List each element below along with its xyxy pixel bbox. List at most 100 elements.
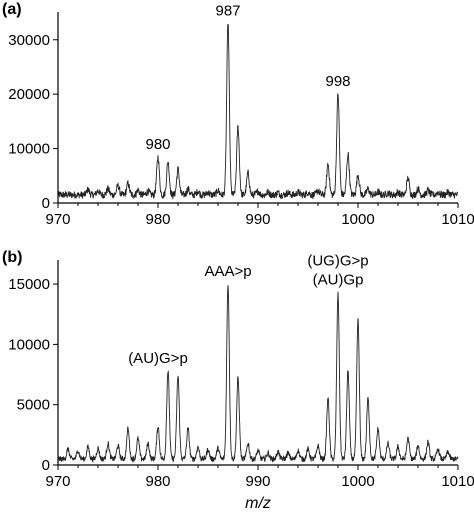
peak-apex-996 bbox=[317, 190, 318, 191]
peak-apex-992 bbox=[277, 451, 278, 452]
peak-apex-989 bbox=[247, 443, 248, 444]
peak-apex-976 bbox=[117, 185, 118, 186]
spectrum-trace bbox=[57, 285, 459, 464]
peak-apex-979 bbox=[147, 443, 148, 444]
x-tick-label: 1000 bbox=[341, 473, 374, 490]
peak-apex-1006 bbox=[417, 188, 418, 189]
peak-apex-998 bbox=[337, 293, 338, 294]
peak-apex-985 bbox=[207, 449, 208, 450]
peak-apex-993 bbox=[287, 192, 288, 193]
peak-apex-990 bbox=[257, 190, 258, 191]
y-tick-label: 0 bbox=[42, 457, 50, 474]
peak-apex-997 bbox=[327, 398, 328, 399]
spectrum-trace bbox=[57, 24, 459, 200]
peak-apex-982 bbox=[177, 169, 178, 170]
peak-apex-994 bbox=[297, 450, 298, 451]
peak-apex-983 bbox=[187, 188, 188, 189]
peak-apex-973 bbox=[87, 189, 88, 190]
peak-apex-971 bbox=[67, 449, 68, 450]
peak-apex-995 bbox=[307, 449, 308, 450]
peak-annotation: (AU)Gp bbox=[313, 272, 364, 289]
peak-apex-975 bbox=[107, 443, 108, 444]
peak-apex-991 bbox=[267, 452, 268, 453]
peak-apex-981 bbox=[167, 161, 168, 162]
peak-apex-976 bbox=[117, 445, 118, 446]
y-tick-label: 0 bbox=[42, 195, 50, 212]
peak-apex-979 bbox=[147, 190, 148, 191]
peak-apex-993 bbox=[287, 452, 288, 453]
peak-apex-1006 bbox=[417, 445, 418, 446]
peak-apex-1005 bbox=[407, 177, 408, 178]
peak-apex-975 bbox=[107, 188, 108, 189]
peak-annotation: (UG)G>p bbox=[307, 253, 368, 270]
peak-apex-986 bbox=[217, 448, 218, 449]
peak-apex-1005 bbox=[407, 438, 408, 439]
peak-apex-977 bbox=[127, 183, 128, 184]
peak-apex-1009 bbox=[447, 451, 448, 452]
panel-label: (a) bbox=[2, 1, 22, 18]
peak-apex-1008 bbox=[437, 192, 438, 193]
peak-apex-1009 bbox=[447, 192, 448, 193]
peak-apex-988 bbox=[237, 378, 238, 379]
peak-apex-984 bbox=[197, 190, 198, 191]
peak-apex-985 bbox=[207, 192, 208, 193]
peak-apex-984 bbox=[197, 446, 198, 447]
peak-apex-987 bbox=[227, 283, 228, 284]
peak-apex-1000 bbox=[357, 320, 358, 321]
peak-apex-995 bbox=[307, 192, 308, 193]
peak-apex-1002 bbox=[377, 192, 378, 193]
peak-apex-994 bbox=[297, 192, 298, 193]
peak-annotation: 980 bbox=[145, 136, 170, 153]
peak-apex-999 bbox=[347, 370, 348, 371]
peak-apex-999 bbox=[347, 153, 348, 154]
peak-apex-977 bbox=[127, 428, 128, 429]
peak-annotation: 998 bbox=[325, 73, 350, 90]
peak-apex-982 bbox=[177, 375, 178, 376]
peak-apex-1004 bbox=[397, 192, 398, 193]
x-tick-label: 1010 bbox=[441, 211, 474, 228]
peak-apex-990 bbox=[257, 450, 258, 451]
x-tick-label: 980 bbox=[145, 211, 170, 228]
peak-apex-998 bbox=[337, 94, 338, 95]
x-tick-label: 970 bbox=[45, 473, 70, 490]
panel-label: (b) bbox=[2, 249, 22, 266]
peak-apex-974 bbox=[97, 448, 98, 449]
peak-apex-980 bbox=[157, 156, 158, 157]
peak-annotation: (AU)G>p bbox=[128, 350, 188, 367]
peak-apex-992 bbox=[277, 192, 278, 193]
spectrum-panel-b: (b) 970 980 990 1000 1010 0 5000 10000 15000 (AU)G… bbox=[2, 249, 474, 512]
y-tick-label: 10000 bbox=[8, 141, 50, 158]
peak-apex-986 bbox=[217, 190, 218, 191]
peak-apex-1002 bbox=[377, 428, 378, 429]
peak-apex-988 bbox=[237, 126, 238, 127]
x-tick-label: 990 bbox=[245, 473, 270, 490]
peak-apex-981 bbox=[167, 370, 168, 371]
peak-apex-1008 bbox=[437, 449, 438, 450]
peak-apex-1003 bbox=[387, 443, 388, 444]
peak-apex-973 bbox=[87, 446, 88, 447]
peak-apex-1001 bbox=[367, 188, 368, 189]
y-tick-label: 20000 bbox=[8, 86, 50, 103]
peak-apex-983 bbox=[187, 428, 188, 429]
y-tick-label: 10000 bbox=[8, 336, 50, 353]
peak-apex-1007 bbox=[427, 441, 428, 442]
peak-apex-987 bbox=[227, 23, 228, 24]
peak-apex-1007 bbox=[427, 190, 428, 191]
peak-apex-978 bbox=[137, 438, 138, 439]
x-tick-label: 1000 bbox=[341, 211, 374, 228]
x-tick-label: 980 bbox=[145, 473, 170, 490]
peak-annotation: AAA>p bbox=[204, 263, 251, 280]
spectrum-panel-a: (a) 970 980 990 1000 1010 0 10000 20000 30000 980 9… bbox=[2, 1, 474, 228]
peak-apex-991 bbox=[267, 192, 268, 193]
peak-apex-978 bbox=[137, 189, 138, 190]
peak-apex-972 bbox=[77, 450, 78, 451]
peak-apex-980 bbox=[157, 426, 158, 427]
peak-apex-1003 bbox=[387, 192, 388, 193]
peak-apex-996 bbox=[317, 445, 318, 446]
peak-apex-1001 bbox=[367, 398, 368, 399]
x-tick-label: 990 bbox=[245, 211, 270, 228]
x-tick-label: 970 bbox=[45, 211, 70, 228]
y-tick-label: 30000 bbox=[8, 32, 50, 49]
y-tick-label: 5000 bbox=[17, 397, 50, 414]
x-tick-label: 1010 bbox=[441, 473, 474, 490]
